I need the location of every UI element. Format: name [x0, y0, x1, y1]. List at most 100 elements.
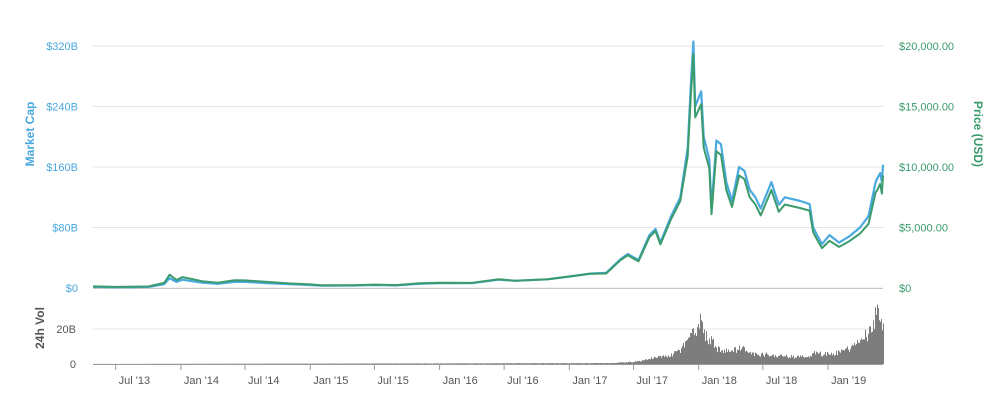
volume-bar — [636, 361, 637, 364]
volume-bar — [494, 363, 495, 364]
x-tick-label: Jul '13 — [119, 375, 150, 387]
volume-bar — [434, 363, 435, 364]
volume-bar — [697, 327, 698, 364]
volume-bar — [602, 363, 603, 364]
volume-bar — [540, 363, 541, 364]
volume-bar — [424, 363, 425, 364]
price-tick-label: $20,000.00 — [899, 41, 954, 53]
volume-bar — [512, 363, 513, 364]
volume-bar — [770, 356, 771, 364]
volume-bar — [846, 348, 847, 364]
volume-bar — [861, 338, 862, 364]
x-tick-label: Jan '16 — [443, 375, 478, 387]
volume-bar — [871, 332, 872, 364]
volume-bar — [510, 363, 511, 364]
series-lines — [92, 40, 885, 289]
volume-bar — [747, 351, 748, 364]
volume-bar — [796, 357, 797, 364]
volume-bar — [856, 344, 857, 364]
volume-bar — [578, 363, 579, 364]
volume-bar — [541, 363, 542, 364]
volume-bar — [670, 356, 671, 364]
volume-bar — [620, 362, 621, 364]
volume-bar — [384, 363, 385, 364]
volume-bar — [820, 351, 821, 364]
volume-bar — [825, 351, 826, 364]
volume-bar — [486, 363, 487, 364]
volume-bar — [523, 363, 524, 364]
volume-bar — [668, 355, 669, 364]
volume-bar — [744, 347, 745, 364]
volume-bar — [749, 352, 750, 364]
volume-bar — [810, 355, 811, 364]
volume-bar — [874, 329, 875, 364]
volume-bar — [499, 363, 500, 364]
volume-bar — [821, 355, 822, 364]
volume-bar — [460, 363, 461, 364]
volume-bar — [839, 351, 840, 364]
volume-bar — [483, 363, 484, 364]
volume-bar — [617, 362, 618, 364]
volume-bar — [831, 352, 832, 364]
market-cap-tick-label: $80B — [52, 223, 78, 235]
volume-bar — [536, 363, 537, 364]
volume-bar — [850, 349, 851, 364]
volume-bar — [603, 363, 604, 364]
volume-bar — [812, 353, 813, 364]
volume-bar — [816, 351, 817, 364]
volume-bar — [695, 332, 696, 364]
volume-bar — [772, 355, 773, 364]
volume-bar — [708, 344, 709, 364]
volume-bar — [419, 363, 420, 364]
volume-bar — [549, 363, 550, 364]
volume-bar — [865, 329, 866, 364]
volume-bar — [854, 343, 855, 364]
volume-bar — [550, 363, 551, 364]
volume-bar — [482, 363, 483, 364]
volume-bar — [416, 363, 417, 364]
volume-bar — [872, 331, 873, 364]
volume-bar — [699, 328, 700, 364]
price-tick-label: $10,000.00 — [899, 162, 954, 174]
price-axis-title: Price (USD) — [971, 101, 985, 167]
volume-bar — [469, 363, 470, 364]
volume-bar — [613, 362, 614, 364]
volume-bar — [675, 351, 676, 364]
volume-bar — [849, 351, 850, 364]
volume-bar — [840, 352, 841, 364]
volume-bar — [568, 363, 569, 364]
volume-bar — [462, 363, 463, 364]
volume-bar — [671, 353, 672, 364]
x-tick-label: Jan '19 — [831, 375, 866, 387]
volume-bar — [705, 340, 706, 364]
volume-bar — [509, 363, 510, 364]
volume-bar — [759, 356, 760, 364]
volume-bar — [818, 353, 819, 364]
volume-bar — [732, 350, 733, 364]
volume-bar — [560, 363, 561, 364]
market-cap-tick-label: $320B — [46, 41, 78, 53]
volume-bar — [484, 363, 485, 364]
volume-bar — [824, 354, 825, 364]
volume-bar — [727, 352, 728, 364]
volume-bar — [706, 331, 707, 364]
volume-bar — [739, 345, 740, 364]
volume-bar — [532, 363, 533, 364]
volume-bar — [643, 360, 644, 364]
volume-bar — [819, 352, 820, 364]
volume-bar — [557, 363, 558, 364]
volume-bar — [717, 352, 718, 364]
volume-bar — [785, 356, 786, 364]
volume-bar — [701, 320, 702, 364]
volume-bar — [827, 351, 828, 364]
volume-bar — [473, 363, 474, 364]
volume-bar — [858, 342, 859, 364]
volume-bar — [389, 363, 390, 364]
volume-bar — [566, 363, 567, 364]
volume-bar — [780, 354, 781, 364]
volume-bar — [594, 363, 595, 364]
volume-bar — [454, 363, 455, 364]
market-cap-tick-label: $160B — [46, 162, 78, 174]
volume-bar — [729, 351, 730, 364]
